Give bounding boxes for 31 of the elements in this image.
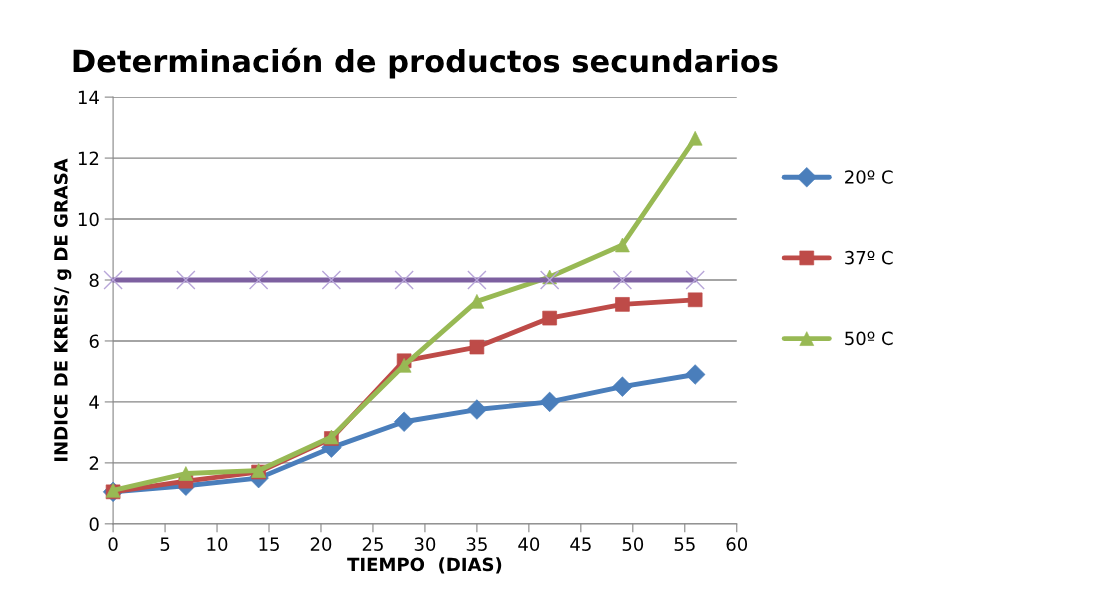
x-tick-label: 0 bbox=[108, 537, 118, 552]
x-tick-label: 5 bbox=[160, 537, 170, 552]
x-tick-label: 55 bbox=[674, 537, 695, 552]
legend-label: 37º C bbox=[845, 250, 893, 265]
point bbox=[393, 411, 415, 432]
y-tick-label: 14 bbox=[78, 90, 99, 104]
x-tick-label: 15 bbox=[259, 537, 279, 552]
x-tick-label: 20 bbox=[310, 537, 332, 552]
x-tick-label: 60 bbox=[726, 537, 748, 552]
point bbox=[687, 292, 703, 308]
x-tick-label: 25 bbox=[362, 537, 383, 552]
x-tick-label: 10 bbox=[207, 537, 228, 552]
y-tick-label: 12 bbox=[78, 151, 99, 165]
y-tick-label: 2 bbox=[89, 456, 99, 470]
y-axis-title: INDICE DE KREIS/ g DE GRASA bbox=[54, 158, 72, 461]
x-tick-label: 30 bbox=[414, 537, 436, 552]
x-axis-title: TIEMPO (DIAS) bbox=[347, 557, 502, 574]
x-tick-label: 45 bbox=[570, 537, 591, 552]
x-tick-label: 50 bbox=[622, 537, 644, 552]
y-tick-label: 4 bbox=[89, 395, 99, 409]
x-tick-label: 40 bbox=[518, 537, 540, 552]
point bbox=[466, 399, 488, 420]
y-tick-label: 6 bbox=[89, 334, 99, 349]
point bbox=[542, 310, 557, 326]
y-tick-label: 8 bbox=[89, 273, 99, 288]
chart-title: Determinación de productos secundarios bbox=[73, 47, 778, 79]
y-tick-label: 10 bbox=[78, 212, 99, 227]
y-tick-label: 0 bbox=[89, 517, 99, 531]
legend-label: 50º C bbox=[845, 331, 893, 346]
x-tick-label: 35 bbox=[466, 537, 487, 552]
legend-label: 20º C bbox=[845, 170, 893, 184]
